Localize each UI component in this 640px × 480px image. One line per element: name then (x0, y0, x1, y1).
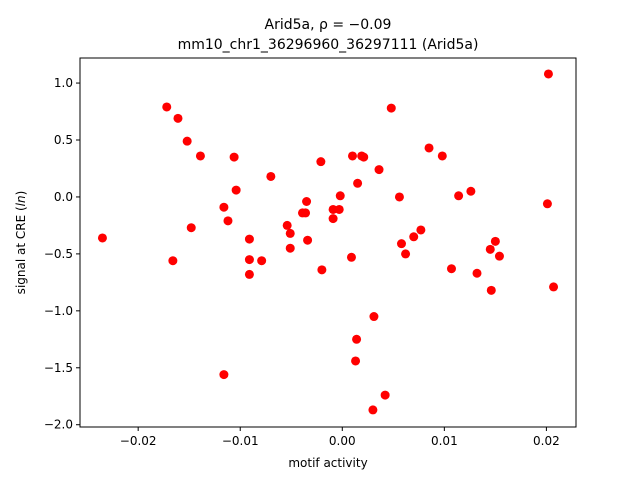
scatter-point (317, 265, 327, 275)
scatter-point (386, 103, 396, 113)
scatter-point (257, 256, 267, 266)
chart-title: Arid5a, ρ = −0.09 mm10_chr1_36296960_362… (178, 17, 479, 53)
scatter-point (285, 243, 295, 253)
scatter-point (351, 356, 361, 366)
scatter-point (394, 192, 404, 202)
scatter-point (446, 264, 456, 274)
scatter-point (162, 102, 172, 112)
scatter-points (97, 69, 559, 415)
scatter-point (424, 143, 434, 153)
title-line-1: Arid5a, ρ = −0.09 (265, 17, 392, 33)
x-tick-label: −0.02 (120, 434, 157, 448)
y-tick-label: 0.0 (54, 190, 73, 204)
y-tick-label: −2.0 (44, 418, 73, 432)
scatter-point (168, 256, 178, 266)
scatter-point (486, 285, 496, 295)
y-axis-ticks: 1.0 0.5 0.0 −0.5 −1.0 −1.5 −2.0 (44, 76, 80, 432)
x-tick-label: 0.01 (431, 434, 458, 448)
scatter-point (368, 405, 378, 415)
scatter-point (347, 151, 357, 161)
scatter-point (229, 152, 239, 162)
scatter-point (396, 239, 406, 249)
scatter-point (316, 157, 326, 167)
y-axis-label: signal at CRE (ln) (14, 191, 28, 295)
y-tick-label: 1.0 (54, 76, 73, 90)
x-tick-label: 0.00 (329, 434, 356, 448)
scatter-point (334, 204, 344, 214)
scatter-point (543, 69, 553, 79)
x-axis-label: motif activity (288, 456, 367, 470)
scatter-point (416, 225, 426, 235)
scatter-point (359, 152, 369, 162)
title-line-2: mm10_chr1_36296960_36297111 (Arid5a) (178, 37, 479, 53)
y-tick-label: −1.5 (44, 361, 73, 375)
y-tick-label: 0.5 (54, 133, 73, 147)
scatter-point (335, 191, 345, 201)
x-tick-label: −0.01 (222, 434, 259, 448)
scatter-point (374, 165, 384, 175)
y-tick-label: −0.5 (44, 247, 73, 261)
scatter-point (454, 191, 464, 201)
scatter-point (353, 178, 363, 188)
scatter-point (346, 252, 356, 262)
scatter-point (494, 251, 504, 261)
scatter-point (282, 220, 292, 230)
scatter-point (97, 233, 107, 243)
scatter-point (244, 269, 254, 279)
scatter-point (485, 244, 495, 254)
scatter-point (472, 268, 482, 278)
scatter-point (409, 232, 419, 242)
y-tick-label: −1.0 (44, 304, 73, 318)
scatter-point (285, 228, 295, 238)
scatter-point (401, 249, 411, 259)
scatter-point (244, 255, 254, 265)
scatter-point (549, 282, 559, 292)
scatter-point (301, 208, 311, 218)
x-tick-label: 0.02 (533, 434, 560, 448)
scatter-point (266, 171, 276, 181)
scatter-point (219, 202, 229, 212)
scatter-point (173, 113, 183, 123)
scatter-point (542, 199, 552, 209)
scatter-point (182, 136, 192, 146)
scatter-point (244, 234, 254, 244)
scatter-point (328, 214, 338, 224)
scatter-point (186, 223, 196, 233)
scatter-point (369, 312, 379, 322)
scatter-point (231, 185, 241, 195)
plot-area-frame (79, 57, 577, 428)
scatter-point (303, 235, 313, 245)
scatter-point (223, 216, 233, 226)
scatter-point (437, 151, 447, 161)
x-axis-ticks: −0.02 −0.01 0.00 0.01 0.02 (120, 427, 560, 448)
scatter-point (302, 197, 312, 206)
scatter-point (195, 151, 205, 161)
scatter-point (352, 334, 362, 344)
scatter-point (380, 390, 390, 400)
scatter-point (219, 370, 229, 380)
scatter-point (490, 236, 500, 246)
scatter-point (466, 186, 476, 196)
